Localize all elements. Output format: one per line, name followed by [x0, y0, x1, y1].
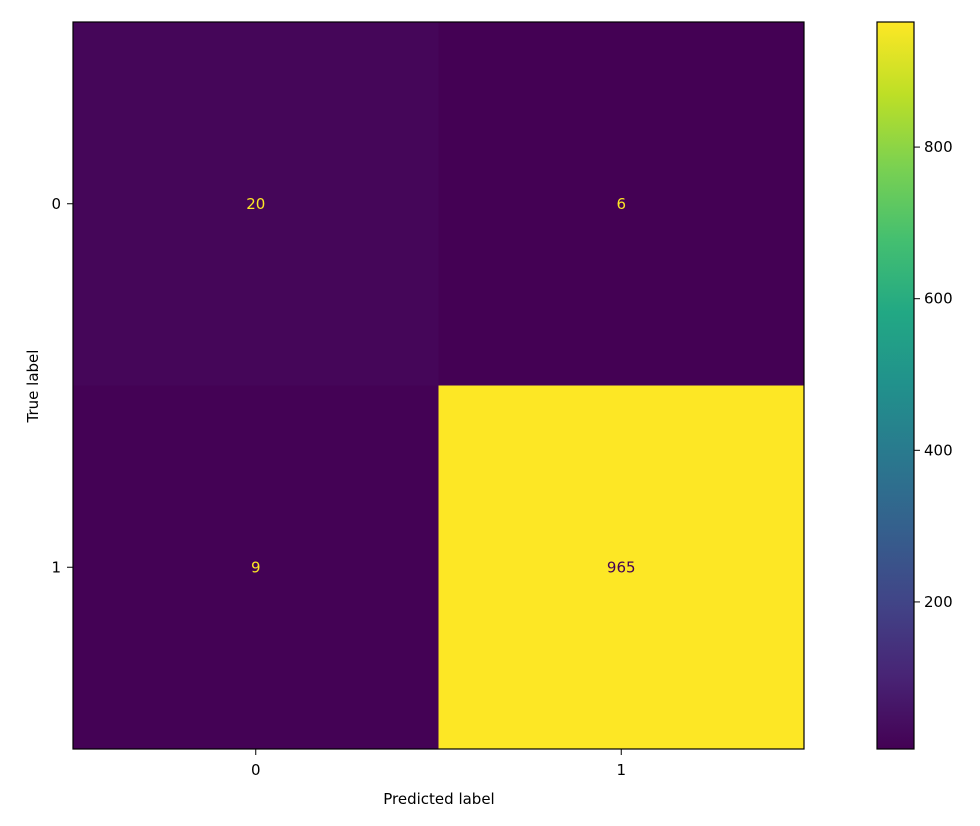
y-tick-label: 1 [51, 558, 61, 576]
x-tick-label: 1 [616, 761, 626, 779]
colorbar-tick-label: 600 [924, 290, 953, 308]
cell-value-label: 965 [607, 558, 636, 576]
colorbar-tick-label: 400 [924, 441, 953, 459]
heatmap-cell [438, 22, 805, 386]
y-axis-label: True label [24, 350, 42, 424]
cell-value-label: 20 [246, 195, 265, 213]
colorbar-tick-label: 200 [924, 593, 953, 611]
heatmap-cell [73, 22, 439, 386]
y-axis-ticks: 01 [51, 195, 73, 576]
cell-value-label: 9 [251, 558, 261, 576]
plot-frame [72, 21, 805, 750]
colorbar-ticks: 200 400 600 800 [914, 138, 953, 611]
heatmap-cell [73, 385, 439, 750]
y-tick-label: 0 [51, 195, 61, 213]
heatmap-cells [73, 22, 805, 750]
x-axis-label: Predicted label [383, 790, 494, 808]
cell-value-label: 6 [616, 195, 626, 213]
cell-value-labels: 20 6 9 965 [246, 195, 635, 577]
colorbar-tick-label: 800 [924, 138, 953, 156]
x-tick-label: 0 [251, 761, 261, 779]
colorbar [876, 21, 915, 750]
heatmap-cell [438, 385, 805, 750]
